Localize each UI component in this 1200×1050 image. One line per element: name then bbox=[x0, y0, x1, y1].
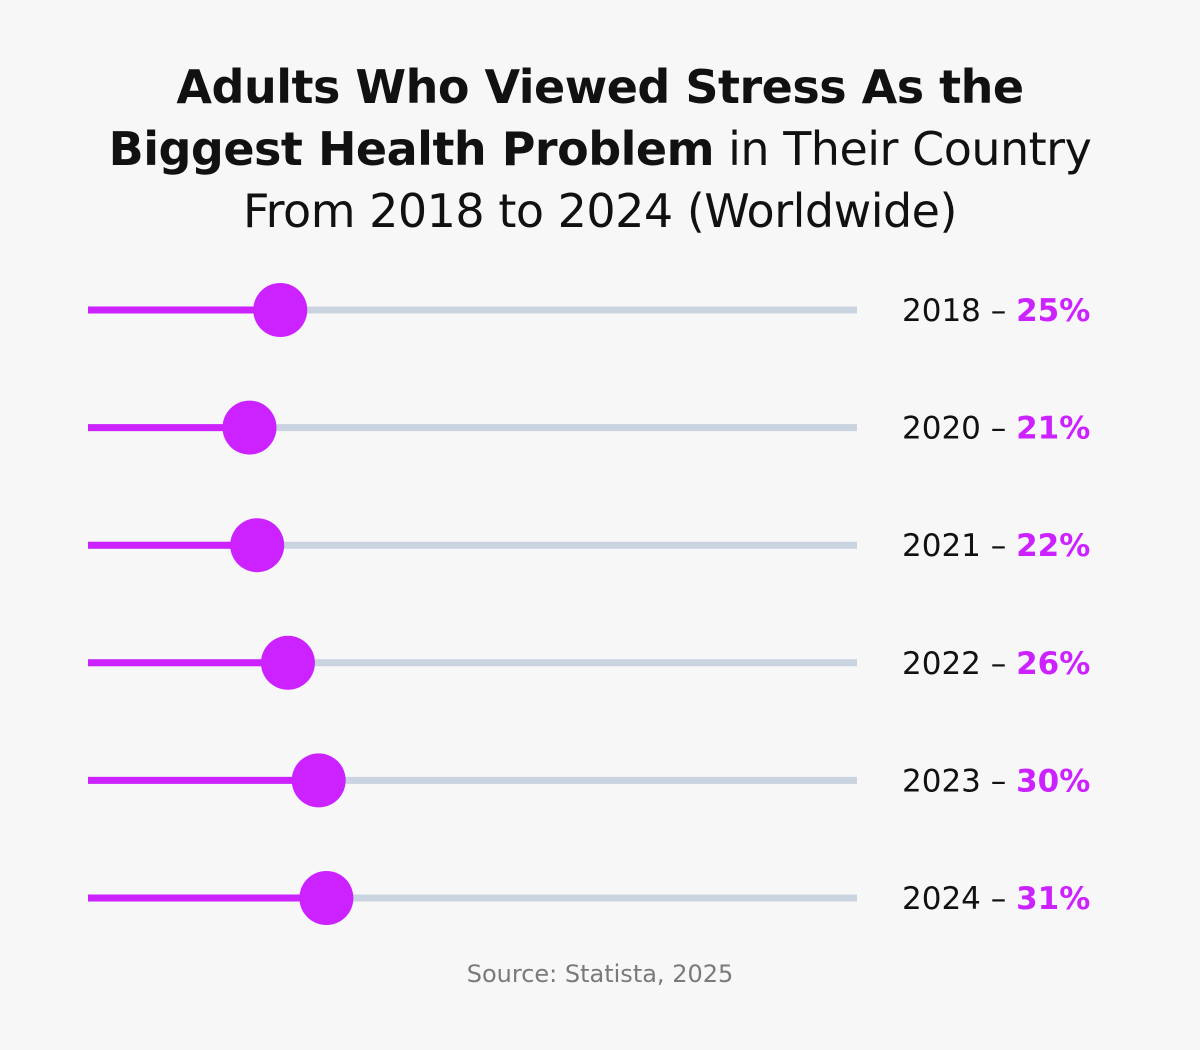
slider-row: 2021 – 22% bbox=[88, 518, 1090, 573]
row-label: 2020 – 21% bbox=[902, 411, 1090, 447]
slider-knob bbox=[230, 518, 285, 573]
year-label: 2021 – bbox=[902, 528, 1016, 564]
row-label: 2022 – 26% bbox=[902, 646, 1090, 682]
slider-knob bbox=[260, 635, 315, 690]
year-label: 2023 – bbox=[902, 763, 1016, 799]
title-line-2-bold: Biggest Health Problem bbox=[108, 122, 715, 176]
slider-row: 2018 – 25% bbox=[88, 283, 1090, 337]
slider-knob bbox=[253, 283, 308, 337]
row-label: 2018 – 25% bbox=[902, 293, 1090, 329]
source-note: Source: Statista, 2025 bbox=[466, 960, 734, 988]
row-label: 2024 – 31% bbox=[902, 881, 1090, 917]
row-label: 2023 – 30% bbox=[902, 763, 1090, 799]
year-label: 2018 – bbox=[902, 293, 1016, 329]
slider-row: 2020 – 21% bbox=[88, 400, 1090, 455]
slider-row: 2023 – 30% bbox=[88, 753, 1090, 808]
year-label: 2020 – bbox=[902, 411, 1016, 447]
slider-knob bbox=[291, 753, 346, 808]
value-label: 26% bbox=[1016, 646, 1090, 682]
row-label: 2021 – 22% bbox=[902, 528, 1090, 564]
title-line-2-regular: in Their Country bbox=[714, 122, 1092, 176]
value-label: 22% bbox=[1016, 528, 1090, 564]
slider-knob bbox=[222, 400, 277, 455]
value-label: 31% bbox=[1016, 881, 1090, 917]
year-label: 2022 – bbox=[902, 646, 1016, 682]
slider-knob bbox=[299, 871, 354, 925]
value-label: 25% bbox=[1016, 293, 1090, 329]
value-label: 21% bbox=[1016, 411, 1090, 447]
value-label: 30% bbox=[1016, 763, 1090, 799]
title-line-1: Adults Who Viewed Stress As the bbox=[176, 60, 1024, 114]
chart-title: Adults Who Viewed Stress As the Biggest … bbox=[0, 56, 1200, 242]
slider-row: 2024 – 31% bbox=[88, 871, 1090, 925]
slider-row: 2022 – 26% bbox=[88, 635, 1090, 690]
year-label: 2024 – bbox=[902, 881, 1016, 917]
title-line-3: From 2018 to 2024 (Worldwide) bbox=[243, 184, 957, 238]
